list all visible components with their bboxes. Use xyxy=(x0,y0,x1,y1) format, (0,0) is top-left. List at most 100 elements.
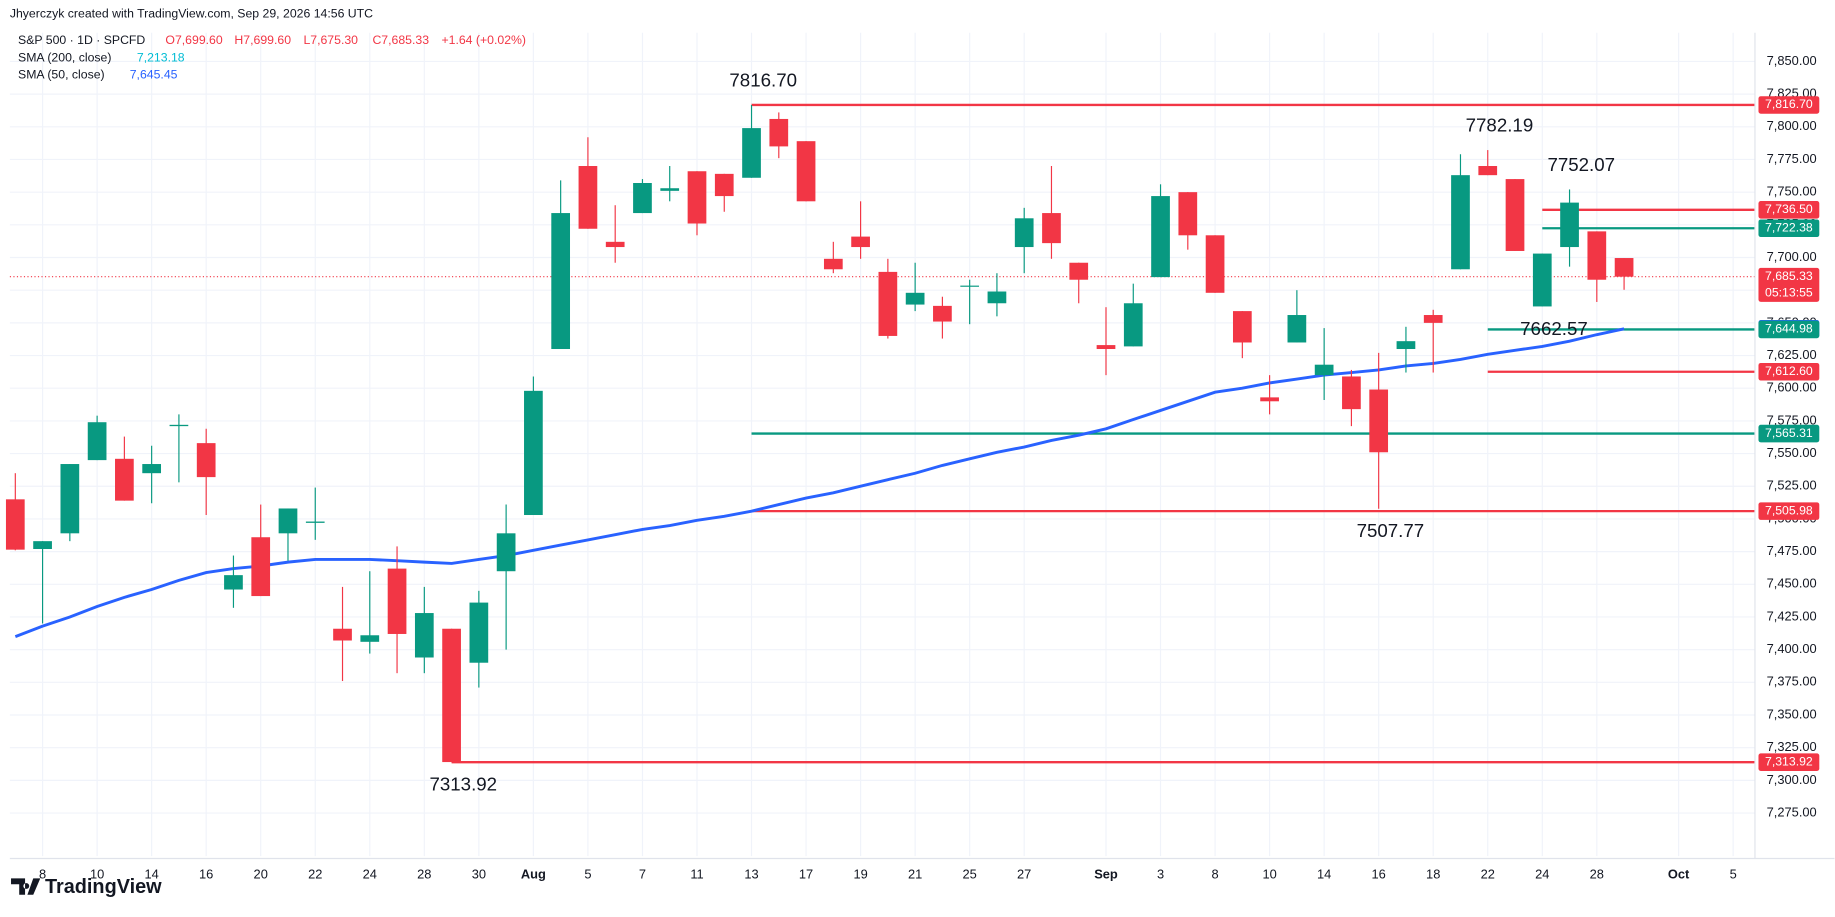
candle-body xyxy=(1096,345,1116,350)
price-tag xyxy=(1758,362,1820,381)
x-tick-label: 18 xyxy=(1426,866,1440,881)
candle-body xyxy=(169,424,189,427)
candle-body xyxy=(1587,231,1607,280)
candle-body xyxy=(196,443,216,478)
candle-body xyxy=(1560,202,1579,248)
y-tick-label: 7,775.00 xyxy=(1767,151,1817,166)
candle-body xyxy=(1151,196,1170,278)
candle-body xyxy=(1614,258,1634,277)
annotation: 7313.92 xyxy=(429,773,497,794)
symbol: S&P 500 · 1D · SPCFD xyxy=(18,33,145,47)
plot: 7816.70 7782.19 7752.07 7662.57 7507.77 7313.… xyxy=(5,70,1755,794)
price-tag-label: 7,736.50 xyxy=(1765,202,1813,216)
x-tick-label: 28 xyxy=(1590,866,1604,881)
y-tick-label: 7,750.00 xyxy=(1767,184,1817,199)
x-tick-label: Aug xyxy=(521,866,546,881)
price-tag-label: 7,685.33 xyxy=(1765,269,1813,283)
y-tick-label: 7,475.00 xyxy=(1767,543,1817,558)
candle-body xyxy=(987,291,1007,304)
candle-body xyxy=(60,464,80,534)
candle-body xyxy=(278,508,298,534)
price-tag-label: 7,816.70 xyxy=(1765,97,1813,111)
candle-body xyxy=(1123,303,1143,347)
price-tag xyxy=(1758,201,1820,219)
y-tick-label: 7,450.00 xyxy=(1767,576,1817,591)
y-tick-label: 7,575.00 xyxy=(1767,412,1817,427)
candle-body xyxy=(1178,192,1198,236)
x-tick-label: 5 xyxy=(584,866,591,881)
x-tick-label: 3 xyxy=(1157,866,1164,881)
y-tick-label: 7,275.00 xyxy=(1767,804,1817,819)
x-tick-label: 21 xyxy=(908,866,922,881)
y-tick-label: 7,850.00 xyxy=(1767,53,1817,68)
x-tick-label: 7 xyxy=(639,866,646,881)
candle-body xyxy=(1342,376,1361,410)
candle-body xyxy=(1478,166,1498,176)
candle-body xyxy=(960,285,980,287)
x-tick-label: 27 xyxy=(1017,866,1031,881)
y-tick-label: 7,350.00 xyxy=(1767,706,1817,721)
candle-body xyxy=(551,213,571,350)
x-tick-label: 24 xyxy=(363,866,377,881)
candle-body xyxy=(360,635,380,642)
y-tick-label: 7,800.00 xyxy=(1767,118,1817,133)
y-tick-label: 7,625.00 xyxy=(1767,347,1817,362)
candle-body xyxy=(905,292,925,305)
x-tick-label: 16 xyxy=(1372,866,1386,881)
x-tick-label: 8 xyxy=(1211,866,1218,881)
sma-line xyxy=(14,327,1625,639)
x-tick-label: 5 xyxy=(1730,866,1737,881)
candle-body xyxy=(851,236,870,248)
grid xyxy=(9,32,1755,857)
indicator-name: SMA (50, close) xyxy=(18,68,105,82)
candle-body xyxy=(115,458,134,501)
ohlc-value: +1.64 (+0.02%) xyxy=(441,33,526,47)
candle-body xyxy=(1232,311,1252,343)
logo: TradingView xyxy=(11,876,162,898)
x-tick-label: 24 xyxy=(1535,866,1549,881)
candle-body xyxy=(769,118,789,147)
candle-body xyxy=(823,258,843,270)
indicator-name: SMA (200, close) xyxy=(18,51,111,65)
annotation: 7752.07 xyxy=(1547,154,1615,175)
candle-body xyxy=(1396,341,1416,350)
indicator-value: 7,213.18 xyxy=(137,51,185,65)
candle-body xyxy=(414,613,434,658)
price-tag xyxy=(1758,424,1820,443)
candle-body xyxy=(933,305,952,322)
x-tick-label: 14 xyxy=(144,866,158,881)
candle-body xyxy=(305,521,325,523)
x-tick-label: 10 xyxy=(90,866,104,881)
price-tag-label: 7,565.31 xyxy=(1765,426,1813,440)
candle-body xyxy=(87,422,107,461)
candle-body xyxy=(878,271,898,336)
candle-body xyxy=(1287,315,1307,343)
x-tick-label: Sep xyxy=(1094,866,1118,881)
candle-body xyxy=(714,173,734,197)
price-tag-label: 7,505.98 xyxy=(1765,503,1813,517)
x-tick-label: 19 xyxy=(853,866,867,881)
x-tick-label: 30 xyxy=(472,866,486,881)
logo-icon xyxy=(11,878,41,895)
ohlc-value: O7,699.60 xyxy=(165,33,222,47)
candle-body xyxy=(1451,175,1470,270)
candle-body xyxy=(605,241,625,248)
y-tick-label: 7,550.00 xyxy=(1767,445,1817,460)
candle-body xyxy=(442,628,461,763)
annotation: 7662.57 xyxy=(1520,318,1588,339)
price-axis: 7,275.00 7,300.00 7,325.00 7,350.00 7,375.00… xyxy=(39,53,1820,881)
candle-body xyxy=(1423,315,1443,323)
x-tick-label: 25 xyxy=(963,866,977,881)
candle-body xyxy=(496,533,516,572)
candle-body xyxy=(660,188,680,191)
annotation: 7782.19 xyxy=(1466,115,1534,136)
x-tick-label: 14 xyxy=(1317,866,1331,881)
y-tick-label: 7,375.00 xyxy=(1767,674,1817,689)
candle-body xyxy=(33,541,52,550)
candle-body xyxy=(633,183,652,214)
price-tag-label: 7,722.38 xyxy=(1765,221,1813,235)
candle-body xyxy=(578,166,598,229)
price-tag xyxy=(1758,267,1820,302)
credit: Jhyerczyk created with TradingView.com, … xyxy=(10,6,373,20)
ohlc-value: L7,675.30 xyxy=(303,33,358,47)
